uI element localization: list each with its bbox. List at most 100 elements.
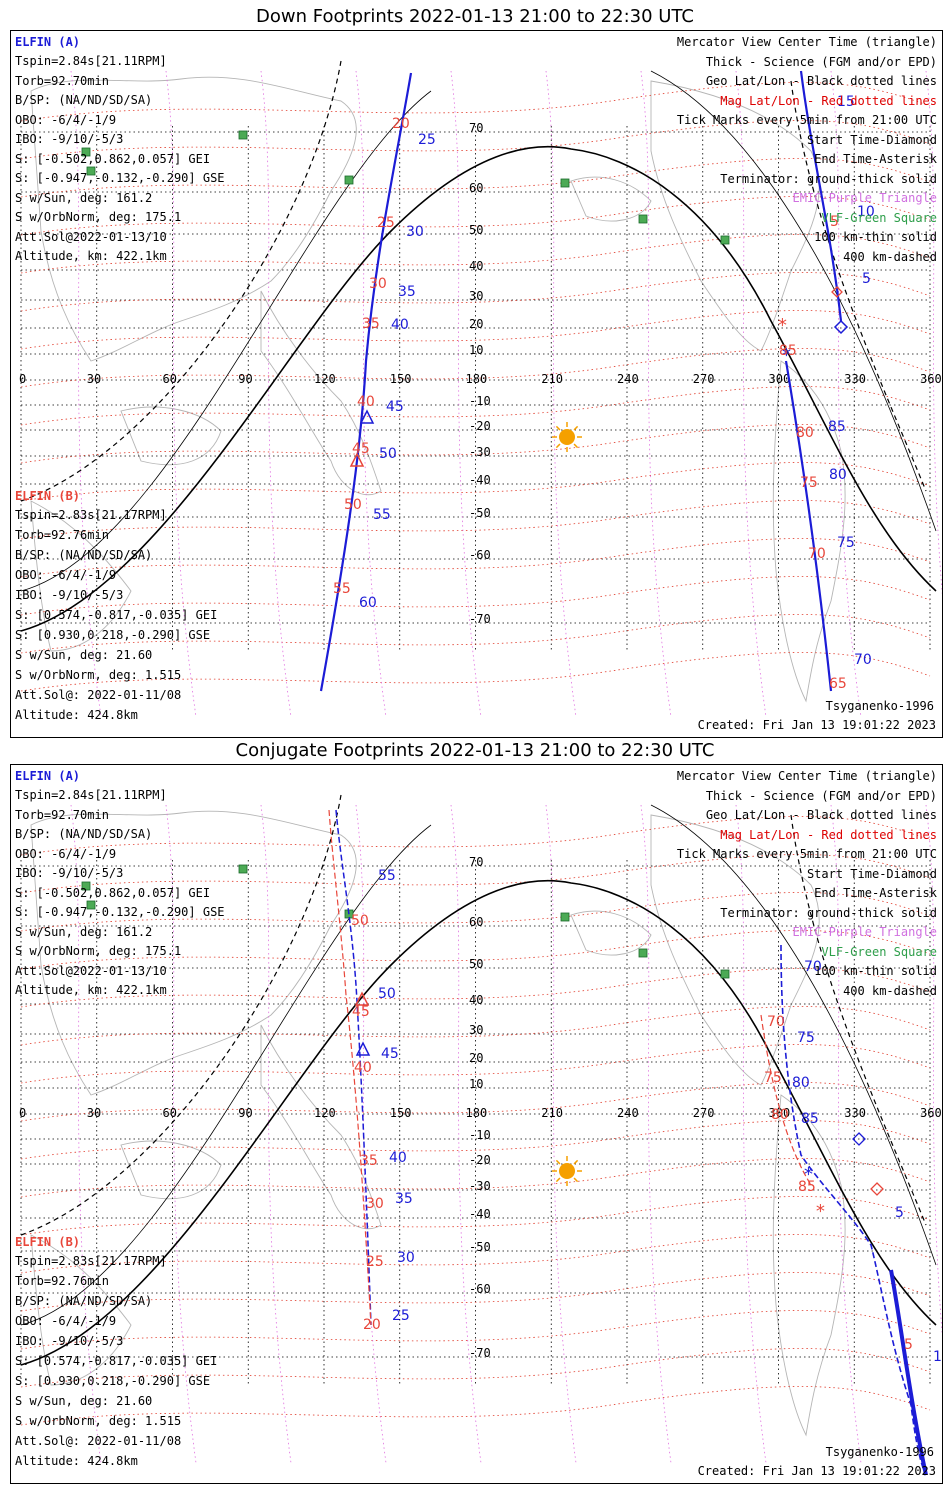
sun-icon — [552, 422, 582, 452]
lat-tick-label: 40 — [469, 259, 483, 273]
elfin-a-info-line: Altitude, km: 422.1km — [15, 249, 167, 263]
mag-parallel — [20, 1272, 931, 1312]
sun-ray — [555, 443, 561, 449]
mag-parallel — [20, 1044, 931, 1084]
mag-parallel — [20, 1234, 931, 1274]
elfin-b-info-line: S w/OrbNorm, deg: 1.515 — [15, 1414, 182, 1428]
geo-grid — [20, 860, 931, 1385]
elfin-a-info-line: Tspin=2.84s[21.11RPM] — [15, 54, 167, 68]
elfin-b-info-line: OBO: -6/4/-1/9 — [15, 1314, 117, 1328]
elfin-a-info-line: S w/Sun, deg: 161.2 — [15, 190, 153, 205]
track-b-tick-label: 80 — [771, 1107, 789, 1123]
sun-ray — [573, 1177, 579, 1183]
sun-ray — [555, 425, 561, 431]
elfin-b-info-line: Tspin=2.83s[21.17RPM] — [15, 508, 167, 522]
mag-parallel — [20, 158, 931, 198]
terminator-line — [20, 145, 937, 632]
track-b-tick-label: 30 — [369, 276, 387, 292]
track-b-tick-label: 30 — [366, 1196, 384, 1212]
lon-tick-label: 30 — [87, 1106, 101, 1120]
legend-line: Mag Lat/Lon - Red dotted lines — [720, 827, 937, 842]
mag-parallel — [20, 234, 931, 274]
coastline-shape — [650, 814, 820, 1086]
sun-disk — [559, 429, 575, 445]
elfin-b-info-line: S w/Sun, deg: 21.60 — [15, 1394, 153, 1408]
mag-meridian — [735, 70, 767, 718]
mag-parallel — [20, 82, 931, 122]
track-b-tick-label: 85 — [779, 343, 797, 359]
lat-tick-label: 50 — [469, 957, 483, 971]
track-a-tick-label: 5 — [862, 271, 871, 287]
conjugate-footprints-map: 0 30 60 90 120 150 180 210 240 270 300 330 360 70 60 50… — [10, 764, 943, 1484]
coastline-shape — [30, 76, 357, 362]
lon-tick-label: 90 — [238, 372, 252, 386]
legend-line: Start Time-Diamond — [806, 132, 937, 147]
legend-line: Mercator View Center Time (triangle) — [676, 35, 937, 49]
mag-parallel — [20, 348, 931, 388]
legend-line: Geo Lat/Lon - Black dotted lines — [705, 808, 937, 822]
elfin-a-info-line: Tspin=2.84s[21.11RPM] — [15, 788, 167, 802]
mag-parallel — [20, 614, 931, 654]
center-time-triangle-b — [354, 991, 370, 1006]
elfin-b-info-line: S: [0.574,-0.817,-0.035] GEI — [15, 608, 218, 622]
mag-parallel — [20, 652, 931, 692]
lon-tick-label: 270 — [693, 372, 715, 386]
coastline-shape — [30, 810, 357, 1096]
altitude-100km-line — [20, 70, 937, 592]
track-a-tick-label: 60 — [359, 595, 377, 611]
lon-tick-label: 180 — [466, 1106, 488, 1120]
sun-icon — [552, 1156, 582, 1186]
elfin-a-info-line: IBO: -9/10/-5/3 — [15, 866, 124, 880]
track-a-tick-label: 80 — [792, 1075, 810, 1091]
lat-tick-label: -40 — [469, 473, 491, 487]
track-b-tick-label: 45 — [352, 441, 370, 457]
mag-parallel — [20, 500, 931, 540]
altitude-100km-line — [20, 804, 937, 1326]
vlf-square — [81, 881, 91, 891]
elfin-b-heading: ELFIN (B) — [15, 1235, 81, 1249]
legend-line: 100 km-thin solid — [814, 230, 937, 244]
track-b-tick-label: 25 — [366, 1254, 384, 1270]
elfin-a-info-line: S: [-0.502,0.862,0.057] GEI — [15, 885, 211, 900]
mag-meridian — [355, 804, 387, 1464]
track-a-tick-label: 55 — [373, 507, 391, 523]
elfin-b-info-line: Torb=92.76min — [15, 1274, 109, 1288]
mag-parallel — [20, 1348, 931, 1388]
elfin-a-info-line: Torb=92.70min — [15, 73, 109, 88]
lat-tick-label: 60 — [469, 915, 483, 929]
altitude-400km-line — [20, 60, 927, 502]
mag-grid — [20, 816, 931, 1426]
center-time-triangle-a — [359, 409, 375, 424]
mag-meridian — [545, 70, 577, 718]
elfin-a-info-line: Torb=92.70min — [15, 807, 109, 822]
track-a-tick-label: 10 — [933, 1349, 942, 1365]
geo-grid — [20, 126, 931, 651]
elfin-a-heading: ELFIN (A) — [15, 769, 81, 783]
vlf-square — [638, 214, 648, 224]
mag-parallel — [20, 576, 931, 616]
lon-tick-label: 180 — [466, 372, 488, 386]
vlf-square — [638, 948, 648, 958]
track-a-tick-label: 55 — [378, 868, 396, 884]
lat-tick-label: 20 — [469, 317, 483, 331]
elfin-a-info-line: S w/OrbNorm, deg: 175.1 — [15, 944, 182, 958]
lat-tick-label: -10 — [469, 1128, 491, 1142]
vlf-square — [81, 147, 91, 157]
coastline-shape — [260, 1024, 382, 1230]
track-b-tick-label: 70 — [767, 1014, 785, 1030]
track-a-tick-label: 25 — [418, 132, 436, 148]
end-asterisk-b: * — [815, 1201, 826, 1222]
mag-meridian — [260, 804, 292, 1464]
mag-grid — [20, 82, 931, 692]
lon-tick-label: 150 — [390, 372, 412, 386]
mag-parallel — [20, 816, 931, 856]
lat-tick-label: -60 — [469, 548, 491, 562]
track-b-tick-label: 20 — [392, 116, 410, 132]
mag-parallel — [20, 1158, 931, 1198]
elfin-b-info-line: B/SP: (NA/ND/SD/SA) — [15, 548, 153, 562]
elfin-a-info-line: B/SP: (NA/ND/SD/SA) — [15, 93, 153, 107]
lon-tick-label: 120 — [314, 1106, 336, 1120]
track-a-tick-label: 30 — [397, 1250, 415, 1266]
vlf-square — [720, 235, 730, 245]
lon-tick-label: 240 — [617, 372, 639, 386]
